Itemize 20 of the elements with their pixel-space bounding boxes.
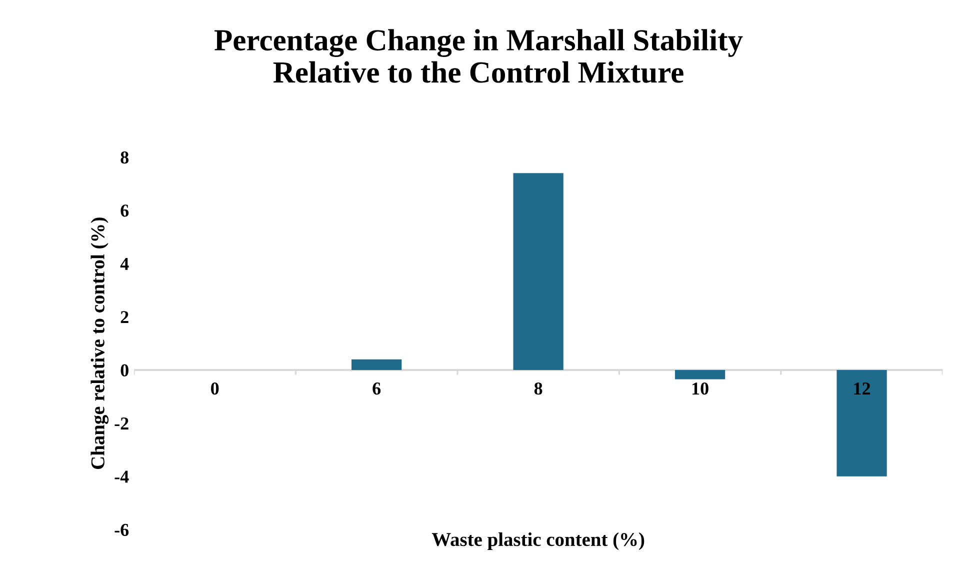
y-axis-title: Change relative to control (%)	[90, 218, 109, 469]
chart-title: Percentage Change in Marshall Stability Relative to the Control Mixture	[214, 29, 743, 83]
x-tick-label: 8	[534, 382, 542, 395]
y-tick-label: -2	[114, 418, 128, 430]
bar	[674, 370, 726, 380]
x-tick-label: 6	[372, 382, 381, 395]
y-tick-label: 0	[120, 364, 128, 376]
y-tick-label: -4	[114, 470, 129, 483]
bar	[836, 370, 887, 476]
x-tick-label: 10	[692, 382, 708, 395]
y-tick-label: 2	[120, 311, 128, 324]
y-tick-label: 8	[120, 151, 129, 164]
y-tick-label: 4	[120, 258, 129, 270]
x-tick-label: 0	[211, 382, 219, 395]
x-tick-label: 12	[854, 382, 870, 394]
x-axis-title: Waste plastic content (%)	[432, 532, 644, 550]
y-tick-label: 6	[120, 204, 129, 217]
bar	[352, 359, 402, 370]
y-tick-label: -6	[114, 524, 129, 536]
bar	[513, 173, 564, 370]
